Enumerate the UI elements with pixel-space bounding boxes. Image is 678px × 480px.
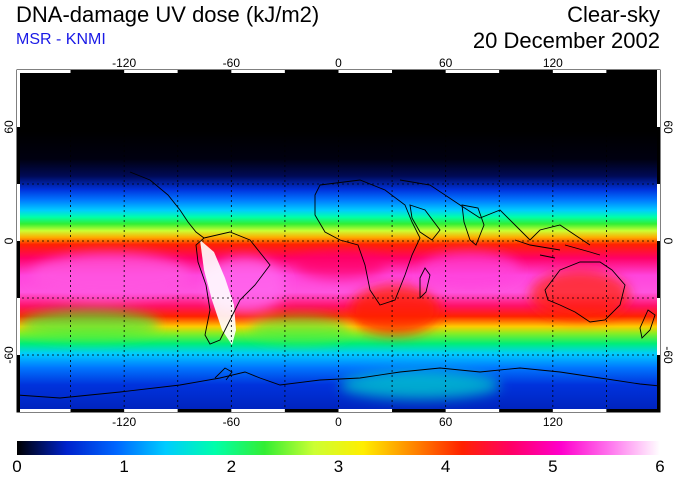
map-subtitle: MSR - KNMI	[16, 31, 106, 48]
frame-tick	[17, 70, 20, 127]
colorbar-tick-label: 1	[119, 457, 129, 476]
lat-tick-label-right: -60	[661, 346, 675, 364]
new-zealand-coast	[639, 309, 656, 339]
lat-tick-label-left: 60	[2, 120, 16, 134]
colorbar-tick-label: 2	[226, 457, 237, 476]
frame-tick	[657, 241, 660, 298]
lat-tick-label-right: 60	[661, 120, 675, 134]
frame-tick	[177, 70, 232, 73]
frame-tick	[231, 70, 285, 73]
frame-tick	[392, 409, 446, 412]
africa-red-patch	[350, 285, 440, 335]
europe-asia-coast	[399, 179, 591, 246]
lon-tick-label-bottom: 60	[439, 415, 453, 429]
frame-tick	[392, 70, 446, 73]
frame-tick	[70, 409, 125, 412]
frame-tick	[657, 298, 660, 355]
colorbar-tick-label: 6	[655, 457, 665, 476]
lon-tick-label-top: -120	[112, 56, 136, 70]
australia-coast	[544, 261, 626, 323]
frame-tick	[606, 70, 660, 73]
frame-tick	[17, 127, 20, 184]
lat-tick-label-left: -60	[2, 346, 16, 364]
antarctic-peninsula	[214, 367, 233, 381]
frame-tick	[552, 70, 607, 73]
madagascar-coast	[419, 267, 431, 300]
lon-tick-label-bottom: 120	[543, 415, 563, 429]
frame-tick	[445, 409, 500, 412]
frame-tick	[177, 409, 232, 412]
pacific-high-uv-patch	[30, 253, 190, 297]
lon-tick-label-bottom: -120	[112, 415, 136, 429]
frame-tick	[17, 355, 20, 412]
frame-tick	[552, 409, 607, 412]
colorbar	[17, 441, 660, 455]
frame-tick	[657, 355, 660, 412]
lon-tick-label-top: 0	[335, 56, 342, 70]
frame-ticks	[17, 70, 660, 412]
frame-tick	[124, 70, 178, 73]
gridlines	[17, 70, 660, 412]
indonesia-islands	[514, 239, 601, 259]
frame-tick	[17, 184, 20, 241]
frame-tick	[657, 127, 660, 184]
frame-tick	[284, 70, 339, 73]
north-america-coast	[129, 171, 205, 239]
south-america-coast	[195, 231, 271, 345]
antarctica-coast	[17, 367, 660, 399]
colorbar-tick-label: 5	[548, 457, 558, 476]
frame-tick	[657, 70, 660, 127]
frame-tick	[606, 409, 660, 412]
frame-tick	[338, 70, 393, 73]
map-date: 20 December 2002	[472, 28, 660, 53]
frame-tick	[231, 409, 285, 412]
lon-tick-label-top: -60	[223, 56, 241, 70]
south-atlantic-green-patch	[250, 316, 350, 344]
arabia-coast	[409, 204, 441, 241]
lon-tick-label-bottom: 0	[335, 415, 342, 429]
frame-tick	[17, 70, 71, 73]
africa-coast	[314, 179, 421, 306]
frame-tick	[499, 409, 553, 412]
frame-tick	[499, 70, 553, 73]
frame-tick	[17, 298, 20, 355]
south-pacific-green-patch	[20, 310, 160, 340]
antarctic-cyan-patch	[340, 371, 500, 399]
lon-tick-label-top: 120	[543, 56, 563, 70]
frame-tick	[338, 409, 393, 412]
atlantic-high-uv-patch	[295, 251, 385, 279]
lon-labels-bottom: -120 -60 0 60 120	[112, 415, 563, 429]
indian-ocean-high-uv-patch	[420, 252, 520, 288]
lat-tick-label-left: 0	[2, 237, 16, 244]
frame-tick	[284, 409, 339, 412]
map-title: DNA-damage UV dose (kJ/m2)	[16, 2, 320, 27]
sky-condition: Clear-sky	[567, 2, 660, 27]
frame-tick	[445, 70, 500, 73]
frame-tick	[70, 70, 125, 73]
frame-tick	[124, 409, 178, 412]
lon-tick-label-bottom: -60	[223, 415, 241, 429]
india-coast	[461, 204, 485, 246]
lat-labels-right: 60 0 -60	[661, 120, 675, 364]
andes-white-patch	[200, 240, 236, 345]
coastlines	[17, 171, 660, 399]
australia-red-patch	[530, 270, 630, 320]
frame-tick	[657, 184, 660, 241]
frame-tick	[17, 409, 71, 412]
colorbar-tick-label: 4	[440, 457, 451, 476]
frame-tick	[17, 241, 20, 298]
colorbar-tick-label: 0	[12, 457, 22, 476]
lon-tick-label-top: 60	[439, 56, 453, 70]
colorbar-tick-label: 3	[333, 457, 344, 476]
lat-labels-left: 60 0 -60	[2, 120, 16, 364]
lat-tick-label-right: 0	[661, 238, 675, 245]
lon-labels-top: -120 -60 0 60 120	[112, 56, 563, 70]
